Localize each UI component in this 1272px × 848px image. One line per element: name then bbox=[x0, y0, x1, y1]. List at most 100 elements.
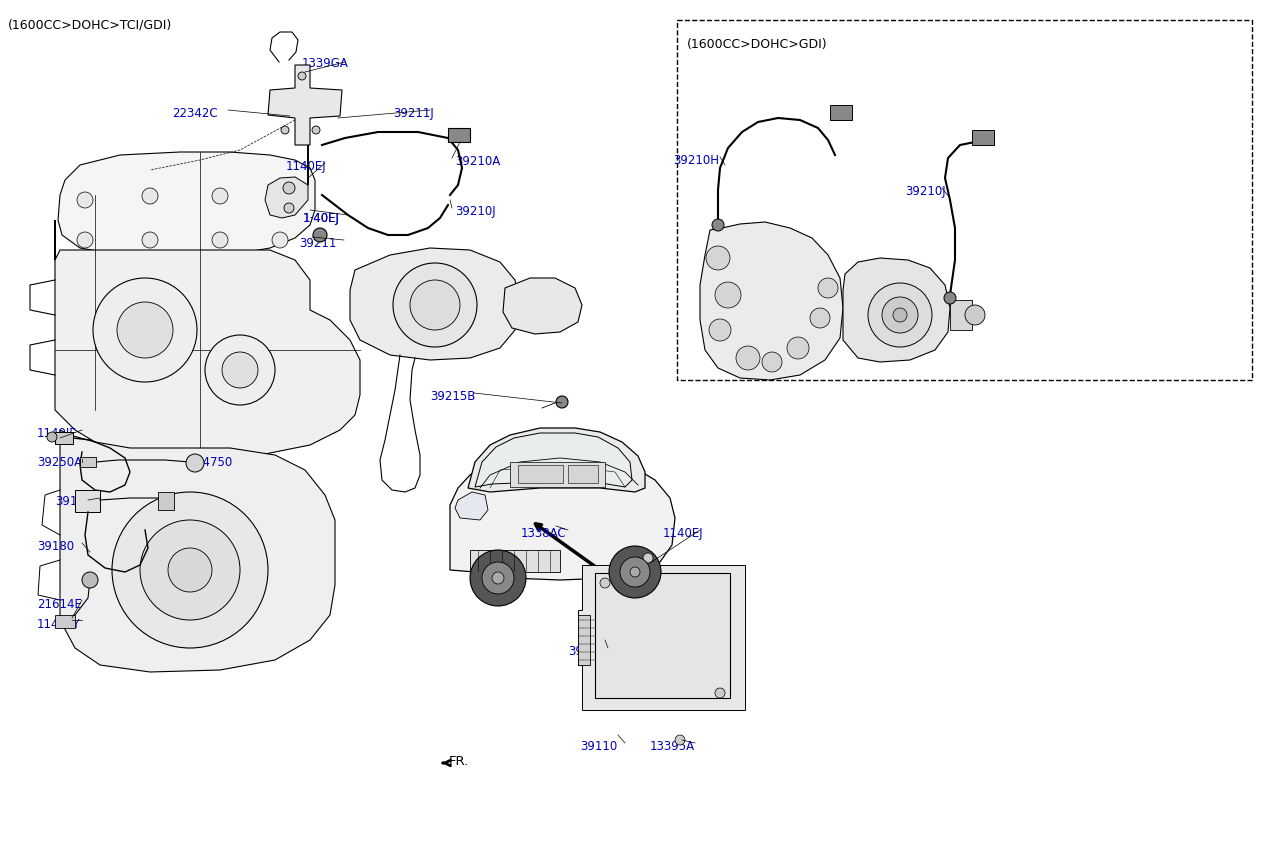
Circle shape bbox=[818, 278, 838, 298]
Circle shape bbox=[762, 352, 782, 372]
Polygon shape bbox=[843, 258, 950, 362]
Bar bbox=[55, 432, 73, 444]
Circle shape bbox=[112, 492, 268, 648]
Bar bbox=[569, 465, 598, 483]
Bar bbox=[55, 615, 75, 628]
Bar bbox=[518, 465, 563, 483]
Circle shape bbox=[736, 346, 759, 370]
Text: 1·40EJ: 1·40EJ bbox=[303, 212, 340, 225]
Circle shape bbox=[93, 278, 197, 382]
Circle shape bbox=[709, 319, 731, 341]
Bar bbox=[448, 128, 469, 142]
Bar bbox=[510, 462, 605, 487]
Circle shape bbox=[893, 308, 907, 322]
Circle shape bbox=[556, 396, 569, 408]
Text: 94750: 94750 bbox=[195, 456, 233, 469]
Circle shape bbox=[282, 182, 295, 194]
Circle shape bbox=[78, 192, 93, 208]
Polygon shape bbox=[700, 222, 843, 380]
Text: 22342C: 22342C bbox=[172, 107, 218, 120]
Circle shape bbox=[81, 572, 98, 588]
Bar bbox=[158, 492, 174, 510]
Bar bbox=[469, 550, 560, 572]
Bar bbox=[950, 300, 972, 330]
Text: 39210J: 39210J bbox=[455, 205, 496, 218]
Circle shape bbox=[272, 192, 287, 208]
Bar bbox=[80, 457, 95, 467]
Text: (1600CC>DOHC>TCI/GDI): (1600CC>DOHC>TCI/GDI) bbox=[8, 18, 172, 31]
Bar bbox=[577, 615, 590, 665]
Circle shape bbox=[78, 232, 93, 248]
Text: 39181B: 39181B bbox=[55, 495, 100, 508]
Text: 1140EJ: 1140EJ bbox=[286, 160, 327, 173]
Circle shape bbox=[492, 572, 504, 584]
Text: 39110: 39110 bbox=[580, 740, 617, 753]
Circle shape bbox=[868, 283, 932, 347]
Text: 39211: 39211 bbox=[299, 237, 336, 250]
Polygon shape bbox=[60, 430, 335, 672]
Circle shape bbox=[281, 126, 289, 134]
Polygon shape bbox=[474, 433, 632, 487]
Circle shape bbox=[482, 562, 514, 594]
Bar bbox=[595, 573, 730, 698]
Polygon shape bbox=[450, 455, 675, 580]
Text: 1140EJ: 1140EJ bbox=[663, 527, 703, 540]
Circle shape bbox=[47, 432, 57, 442]
Circle shape bbox=[810, 308, 831, 328]
Circle shape bbox=[212, 188, 228, 204]
Circle shape bbox=[630, 567, 640, 577]
Circle shape bbox=[881, 297, 918, 333]
Polygon shape bbox=[55, 220, 360, 458]
Polygon shape bbox=[59, 152, 315, 258]
Text: 1140JF: 1140JF bbox=[37, 427, 76, 440]
Circle shape bbox=[715, 688, 725, 698]
Circle shape bbox=[712, 219, 724, 231]
Polygon shape bbox=[75, 490, 100, 512]
Circle shape bbox=[223, 352, 258, 388]
Circle shape bbox=[410, 280, 460, 330]
Polygon shape bbox=[265, 145, 308, 218]
Circle shape bbox=[706, 246, 730, 270]
Text: 21614E: 21614E bbox=[37, 598, 81, 611]
Text: 39210J: 39210J bbox=[904, 185, 945, 198]
Circle shape bbox=[600, 578, 611, 588]
Polygon shape bbox=[502, 278, 583, 334]
Circle shape bbox=[675, 735, 686, 745]
Circle shape bbox=[313, 228, 327, 242]
Bar bbox=[677, 20, 1252, 380]
Circle shape bbox=[298, 72, 307, 80]
Polygon shape bbox=[350, 248, 520, 360]
Circle shape bbox=[212, 232, 228, 248]
Text: 39250A: 39250A bbox=[37, 456, 83, 469]
Polygon shape bbox=[577, 565, 745, 710]
Text: 1338AC: 1338AC bbox=[522, 527, 566, 540]
Text: (1600CC>DOHC>GDI): (1600CC>DOHC>GDI) bbox=[687, 38, 828, 51]
Circle shape bbox=[142, 232, 158, 248]
Circle shape bbox=[944, 292, 957, 304]
Text: 13395A: 13395A bbox=[650, 740, 695, 753]
Text: 39215B: 39215B bbox=[430, 390, 476, 403]
Text: 39210A: 39210A bbox=[455, 155, 500, 168]
Circle shape bbox=[284, 203, 294, 213]
Circle shape bbox=[644, 553, 653, 563]
Polygon shape bbox=[268, 65, 342, 145]
Text: 1·40EJ: 1·40EJ bbox=[303, 212, 340, 225]
Circle shape bbox=[312, 126, 321, 134]
Text: 39180: 39180 bbox=[37, 540, 74, 553]
Bar bbox=[831, 105, 852, 120]
Circle shape bbox=[393, 263, 477, 347]
Circle shape bbox=[469, 550, 527, 606]
Circle shape bbox=[715, 282, 742, 308]
Text: 39112: 39112 bbox=[569, 645, 605, 658]
Text: 39210H: 39210H bbox=[673, 154, 719, 167]
Circle shape bbox=[140, 520, 240, 620]
Circle shape bbox=[965, 305, 985, 325]
Circle shape bbox=[142, 188, 158, 204]
Circle shape bbox=[117, 302, 173, 358]
Circle shape bbox=[787, 337, 809, 359]
Polygon shape bbox=[468, 428, 645, 492]
Circle shape bbox=[168, 548, 212, 592]
Text: 1140FY: 1140FY bbox=[37, 618, 80, 631]
Text: 39211J: 39211J bbox=[393, 107, 434, 120]
Circle shape bbox=[186, 454, 204, 472]
